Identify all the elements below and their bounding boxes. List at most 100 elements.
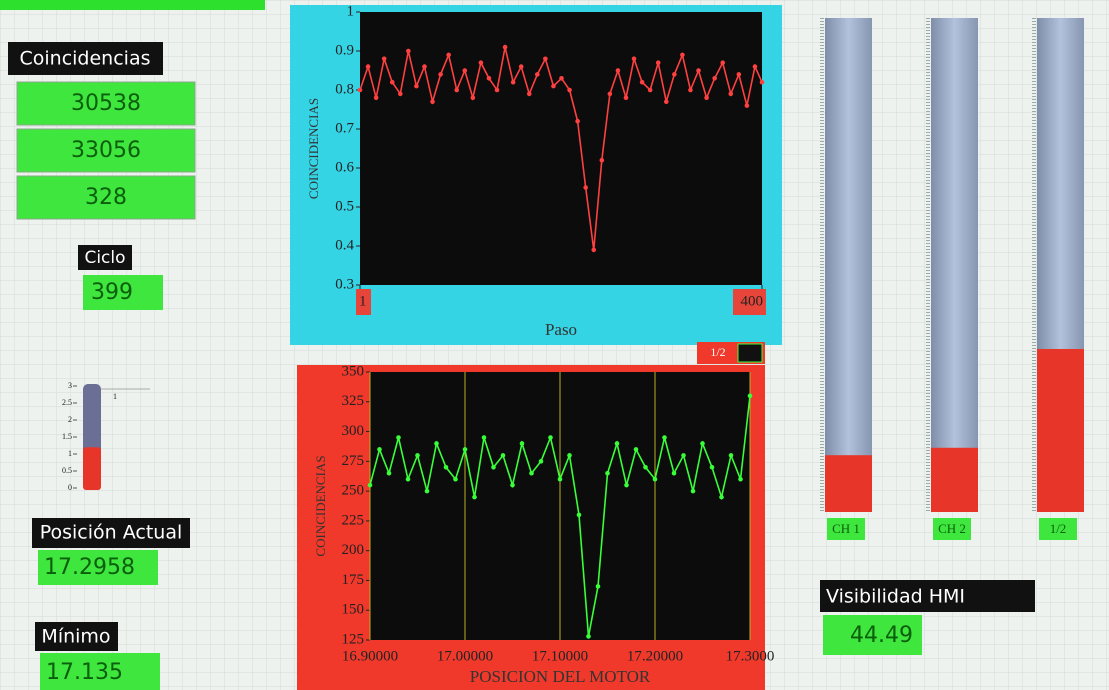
data-point (472, 495, 477, 500)
coincidencias-value: 33056 (71, 138, 141, 163)
data-point (575, 119, 580, 124)
ciclo-label: Ciclo (84, 248, 125, 268)
y-tick-label: 0.7 (335, 120, 354, 136)
x-tick-label: 17.3000 (726, 648, 775, 664)
data-point (453, 477, 458, 482)
data-point (548, 435, 553, 440)
data-point (527, 92, 532, 97)
data-point (745, 103, 750, 108)
tank-label: CH 1 (832, 521, 860, 536)
y-tick-label: 175 (342, 572, 365, 588)
data-point (396, 435, 401, 440)
posicion-value: 17.2958 (44, 555, 135, 580)
x-tick-label: 400 (741, 293, 764, 309)
data-point (710, 465, 715, 470)
gauge-level (83, 447, 101, 490)
y-tick-label: 1 (347, 3, 355, 19)
tank-body (931, 18, 978, 512)
data-point (615, 441, 620, 446)
data-point (511, 80, 516, 85)
posicion-label: Posición Actual (40, 522, 183, 544)
data-point (688, 88, 693, 93)
screen: Coincidencias 30538 33056 328 Ciclo 399 … (0, 0, 1109, 690)
gauge-tick-label: 2 (68, 415, 72, 424)
data-point (605, 471, 610, 476)
data-point (567, 453, 572, 458)
y-tick-label: 0.6 (335, 159, 354, 175)
data-point (681, 453, 686, 458)
page: { "coincidencias": {"label": "Coincidenc… (0, 0, 1109, 690)
data-point (444, 465, 449, 470)
data-point (487, 76, 492, 81)
y-tick-label: 225 (342, 512, 365, 528)
tank-label: 1/2 (1050, 521, 1067, 536)
data-point (656, 60, 661, 65)
y-tick-label: 275 (342, 453, 365, 469)
y-tick-label: 0.8 (335, 81, 354, 97)
data-point (662, 435, 667, 440)
data-point (632, 57, 637, 62)
data-point (422, 64, 427, 69)
minimo-label: Mínimo (41, 626, 110, 648)
data-point (728, 92, 733, 97)
tank-level (1037, 349, 1084, 512)
data-point (519, 64, 524, 69)
data-point (567, 88, 572, 93)
data-point (624, 96, 629, 101)
data-point (501, 453, 506, 458)
data-point (586, 634, 591, 639)
data-point (591, 248, 596, 253)
gauge-tick-label: 1 (68, 449, 72, 458)
y-tick-label: 150 (342, 602, 365, 618)
y-tick-label: 300 (342, 423, 365, 439)
data-point (551, 84, 556, 89)
data-point (430, 99, 435, 104)
x-tick-label: 17.20000 (627, 648, 683, 664)
data-point (577, 513, 582, 518)
data-point (382, 57, 387, 62)
data-point (583, 185, 588, 190)
data-point (374, 96, 379, 101)
gauge-tick-label: 1.5 (62, 432, 72, 441)
data-point (462, 68, 467, 73)
minimo-value: 17.135 (46, 660, 123, 685)
data-point (415, 453, 420, 458)
y-axis-label: COINCIDENCIAS (313, 455, 328, 556)
data-point (377, 447, 382, 452)
x-axis-label: POSICION DEL MOTOR (470, 667, 651, 686)
y-tick-label: 0.4 (335, 237, 354, 253)
data-point (479, 60, 484, 65)
data-point (510, 483, 515, 488)
data-point (748, 394, 753, 399)
data-point (704, 96, 709, 101)
data-point (648, 88, 653, 93)
x-tick-label: 16.90000 (342, 648, 398, 664)
data-point (760, 80, 765, 85)
x-axis-label: Paso (545, 320, 577, 339)
data-point (634, 447, 639, 452)
data-point (559, 76, 564, 81)
data-point (543, 57, 548, 62)
gauge-tick-label: 3 (68, 381, 72, 390)
y-axis-label: COINCIDENCIAS (306, 98, 321, 199)
data-point (616, 68, 621, 73)
data-point (696, 68, 701, 73)
data-point (387, 471, 392, 476)
legend-icon (738, 344, 762, 362)
coincidencias-label: Coincidencias (20, 48, 151, 70)
data-point (491, 465, 496, 470)
data-point (643, 465, 648, 470)
data-point (406, 477, 411, 482)
plot-area (360, 12, 762, 285)
data-point (680, 53, 685, 58)
data-point (608, 92, 613, 97)
data-point (438, 72, 443, 77)
data-point (390, 80, 395, 85)
data-point (368, 483, 373, 488)
gauge-tick-label: 0 (68, 483, 72, 492)
data-point (482, 435, 487, 440)
x-tick-label: 17.00000 (437, 648, 493, 664)
top-indicator (0, 0, 265, 10)
data-point (691, 489, 696, 494)
y-tick-label: 0.3 (335, 276, 354, 292)
